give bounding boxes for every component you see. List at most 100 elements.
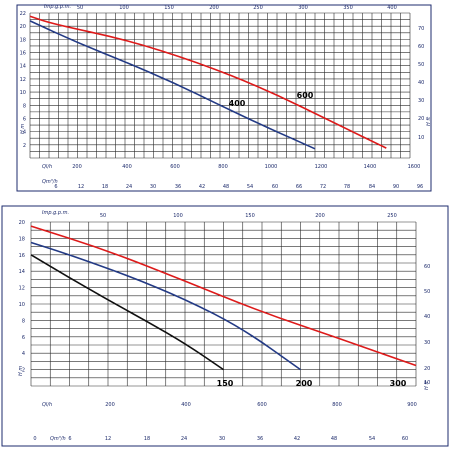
x2-axis-tick: 96 [417,184,423,190]
left-axis-tick: 6 [22,335,25,341]
left-axis-tick: 10 [19,302,25,308]
right-axis-tick: 10 [418,135,424,141]
left-axis-tick: 20 [20,24,26,30]
right-axis-tick: 50 [418,62,424,68]
right-axis-tick: 20 [418,116,424,122]
top-axis-tick: 400 [387,5,397,11]
left-axis-tick: 18 [20,37,26,43]
right-axis-tick: 60 [424,264,430,270]
x2-axis-tick: 72 [320,184,326,190]
left-axis-tick: 8 [23,103,26,109]
chart-2-grid [30,221,417,387]
x2-axis-tick: 12 [105,436,111,442]
x1-axis-tick: 600 [170,164,180,170]
x2-axis-tick: 48 [331,436,337,442]
series-600-curve [29,15,387,149]
left-axis-tick: 14 [20,64,26,70]
chart-1-left-axis-label: H m [20,124,26,134]
chart-1-x1-axis-label: Ql/h [42,164,52,170]
right-axis-tick: 40 [418,80,424,86]
top-axis-tick: 50 [77,5,83,11]
x2-axis-tick: 18 [102,184,108,190]
left-axis-tick: 12 [20,77,26,83]
x2-axis-tick: 24 [126,184,132,190]
x2-axis-tick: 60 [272,184,278,190]
series-400-curve [29,20,316,150]
x2-axis-tick: 54 [247,184,253,190]
x1-axis-tick: 200 [72,164,82,170]
right-axis-tick: 50 [424,289,430,295]
top-axis-tick: 150 [245,213,255,219]
x2-axis-tick: 60 [402,436,408,442]
x2-axis-tick: 42 [199,184,205,190]
left-axis-tick: 22 [20,11,26,17]
top-axis-tick: 250 [253,5,263,11]
top-axis-tick: 150 [164,5,174,11]
x2-axis-tick: 36 [257,436,263,442]
left-axis-tick: 12 [19,286,25,292]
right-axis-tick: 70 [418,26,424,32]
chart-2-curves: 150 200 300 [30,225,417,388]
left-axis-tick: 4 [23,130,26,136]
x2-axis-tick: 6 [68,436,71,442]
x1-axis-tick: 900 [407,402,417,408]
series-300-label: 300 [390,379,407,388]
x1-axis-tick: 200 [105,402,115,408]
chart-2-frame [1,205,449,447]
left-axis-tick: 6 [23,116,26,122]
x1-axis-tick: 400 [122,164,132,170]
x2-axis-tick: 0 [33,436,36,442]
chart-2-left-axis-label: H m [18,366,24,376]
left-axis-tick: 2 [23,143,26,149]
x2-axis-tick: 90 [393,184,399,190]
x1-axis-tick: 1600 [408,164,421,170]
x1-axis-tick: 1400 [364,164,377,170]
x2-axis-tick: 66 [296,184,302,190]
x1-axis-tick: 1000 [265,164,278,170]
x2-axis-tick: 12 [78,184,84,190]
series-150-label: 150 [217,379,234,388]
x2-axis-tick: 42 [294,436,300,442]
series-300-curve [30,225,417,367]
left-axis-tick: 8 [22,318,25,324]
series-600-label: 600 [297,91,314,100]
left-axis-tick: 10 [20,90,26,96]
x2-axis-tick: 18 [144,436,150,442]
x2-axis-tick: 54 [369,436,375,442]
top-axis-tick: 300 [298,5,308,11]
right-axis-tick: 10 [424,380,430,386]
x2-axis-tick: 24 [181,436,187,442]
chart-panel-2: 150 200 300 201816141210864260504030201050… [1,205,449,447]
chart-2-top-axis-label: Imp.g.p.m. [42,210,69,216]
x1-axis-tick: 800 [332,402,342,408]
series-150-curve [30,254,224,371]
top-axis-tick: 250 [387,213,397,219]
top-axis-tick: 350 [343,5,353,11]
series-200-curve [30,241,301,371]
right-axis-tick: 20 [424,366,430,372]
x2-axis-tick: 6 [54,184,57,190]
x2-axis-tick: 30 [219,436,225,442]
top-axis-tick: 200 [209,5,219,11]
x2-axis-tick: 78 [344,184,350,190]
series-400-label: 400 [229,99,246,108]
chart-2-x2-axis-label: Qm³/h [50,436,66,442]
x1-axis-tick: 1200 [315,164,328,170]
left-axis-tick: 14 [19,269,25,275]
x2-axis-tick: 30 [150,184,156,190]
chart-2-x1-axis-label: Ql/h [42,402,52,408]
chart-2-right-axis-label: H ft [424,380,430,390]
right-axis-tick: 30 [424,340,430,346]
chart-1-right-axis-label: H ft [426,116,432,126]
right-axis-tick: 30 [418,98,424,104]
x2-axis-tick: 84 [369,184,375,190]
chart-1-x2-axis-label: Qm³/h [42,179,58,185]
chart-1-curves: 600 400 [29,15,387,150]
x1-axis-tick: 400 [181,402,191,408]
x1-axis-tick: 800 [218,164,228,170]
left-axis-tick: 2 [22,368,25,374]
x1-axis-tick: 600 [257,402,267,408]
